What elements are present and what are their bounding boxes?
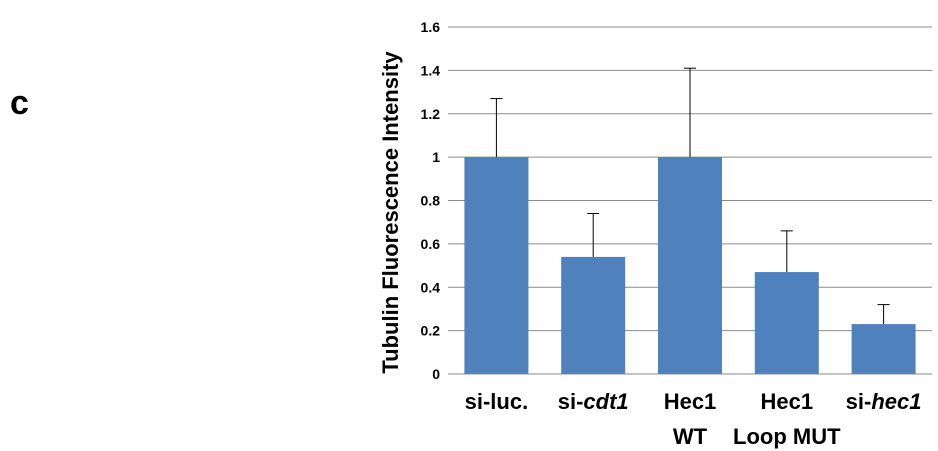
bar	[561, 256, 626, 374]
y-tick-label: 0.2	[421, 323, 441, 339]
x-tick-label-part: si-	[846, 389, 872, 414]
y-tick-label: 1	[432, 149, 440, 165]
error-bar	[877, 304, 890, 325]
error-bar	[587, 213, 600, 257]
error-bar	[684, 67, 696, 158]
bar	[754, 272, 819, 374]
x-tick-label-part: WT	[673, 424, 708, 449]
error-bars	[490, 67, 890, 325]
bar	[464, 157, 529, 374]
error-bar	[780, 230, 793, 273]
y-tick-label: 1.2	[421, 106, 441, 122]
y-tick-label: 0.6	[421, 236, 441, 252]
panel-label: c	[10, 84, 29, 122]
error-bar	[490, 98, 503, 158]
x-tick-label-part: si-	[558, 389, 584, 414]
bar	[851, 324, 916, 374]
x-tick-label: WT	[673, 424, 708, 449]
x-tick-label-part: hec1	[871, 389, 921, 414]
y-tick-label: 1.6	[421, 19, 441, 35]
bars	[464, 157, 916, 374]
y-tick-label: 0.4	[421, 279, 441, 295]
x-tick-label-part: Hec1	[761, 389, 814, 414]
x-tick-label: si-luc.	[465, 389, 529, 414]
y-axis-ticks: 0 0.2 0.4 0.6 0.8 1 1.2 1.4 1.6	[421, 19, 441, 382]
y-tick-label: 0	[432, 366, 440, 382]
bar	[658, 157, 722, 374]
x-tick-label: Hec1	[664, 389, 717, 414]
x-tick-label-part: cdt1	[583, 389, 628, 414]
x-tick-label-part: si-luc.	[465, 389, 529, 414]
x-tick-label-part: Hec1	[664, 389, 717, 414]
x-tick-label-part: Loop MUT	[733, 424, 841, 449]
y-axis-label: Tubulin Fluorescence Intensity	[378, 51, 403, 374]
x-tick-label: Loop MUT	[733, 424, 841, 449]
y-tick-label: 1.4	[421, 62, 441, 78]
x-tick-label: si-hec1	[846, 389, 922, 414]
y-tick-label: 0.8	[421, 193, 441, 209]
x-tick-label: si-cdt1	[558, 389, 629, 414]
x-tick-label: Hec1	[761, 389, 814, 414]
